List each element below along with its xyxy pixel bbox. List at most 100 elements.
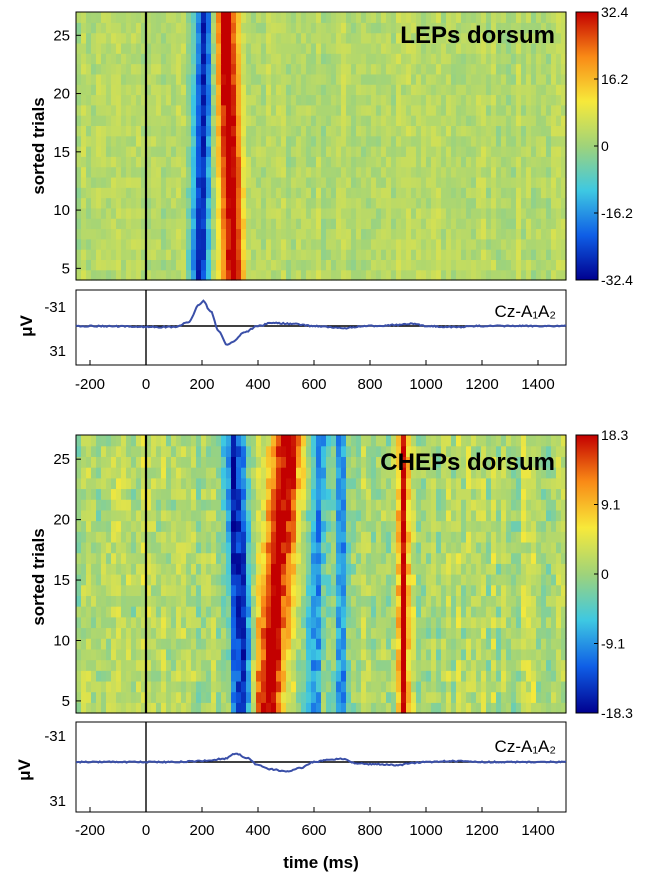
heatmap-cell: [286, 584, 292, 596]
heatmap-cell: [286, 606, 292, 618]
heatmap-cell: [361, 135, 367, 147]
heatmap-cell: [446, 22, 452, 34]
heatmap-cell: [461, 259, 467, 271]
heatmap-cell: [126, 156, 132, 168]
heatmap-cell: [231, 552, 237, 564]
heatmap-cell: [256, 477, 262, 490]
heatmap-cell: [346, 228, 352, 240]
heatmap-cell: [321, 659, 327, 671]
heatmap-cell: [491, 638, 497, 650]
heatmap-cell: [251, 541, 257, 554]
heatmap-cell: [196, 584, 202, 596]
heatmap-cell: [546, 616, 552, 629]
heatmap-cell: [116, 135, 122, 147]
heatmap-cell: [376, 259, 382, 271]
heatmap-cell: [111, 680, 117, 693]
heatmap-cell: [356, 12, 362, 23]
heatmap-cell: [96, 187, 102, 199]
heatmap-cell: [421, 269, 427, 281]
heatmap-cell: [221, 638, 227, 650]
heatmap-cell: [166, 552, 172, 564]
heatmap-cell: [281, 477, 287, 490]
heatmap-cell: [536, 187, 542, 199]
heatmap-cell: [561, 606, 567, 618]
heatmap-cell: [346, 22, 352, 34]
heatmap-cell: [546, 32, 552, 44]
heatmap-cell: [396, 187, 402, 199]
heatmap-cell: [506, 552, 512, 564]
heatmap-cell: [456, 520, 462, 532]
heatmap-cell: [486, 156, 492, 168]
heatmap-cell: [91, 638, 97, 650]
heatmap-cell: [541, 166, 547, 178]
heatmap-cell: [181, 135, 187, 147]
heatmap-cell: [371, 259, 377, 271]
heatmap-cell: [426, 125, 432, 137]
heatmap-cell: [476, 584, 482, 596]
heatmap-cell: [141, 670, 147, 682]
heatmap-cell: [441, 552, 447, 564]
heatmap-cell: [491, 104, 497, 116]
heatmap-cell: [336, 659, 342, 671]
heatmap-cell: [291, 499, 297, 511]
heatmap-cell: [186, 259, 192, 271]
heatmap-cell: [171, 648, 177, 661]
heatmap-cell: [491, 627, 497, 639]
heatmap-cell: [136, 563, 142, 575]
heatmap-cell: [501, 499, 507, 511]
heatmap-cell: [96, 520, 102, 532]
heatmap-cell: [311, 22, 317, 34]
heatmap-cell: [546, 63, 552, 75]
heatmap-cell: [181, 520, 187, 532]
heatmap-cell: [521, 531, 527, 543]
heatmap-cell: [251, 53, 257, 65]
heatmap-cell: [321, 12, 327, 23]
heatmap-cell: [246, 648, 252, 661]
heatmap-cell: [331, 166, 337, 178]
heatmap-cell: [386, 531, 392, 543]
heatmap-cell: [116, 584, 122, 596]
heatmap-cell: [486, 584, 492, 596]
heatmap-cell: [316, 520, 322, 532]
heatmap-cell: [211, 552, 217, 564]
heatmap-cell: [456, 509, 462, 522]
heatmap-cell: [176, 456, 182, 468]
heatmap-cell: [126, 627, 132, 639]
heatmap-cell: [191, 606, 197, 618]
heatmap-cell: [486, 499, 492, 511]
heatmap-cell: [136, 531, 142, 543]
heatmap-cell: [96, 53, 102, 65]
heatmap-cell: [391, 638, 397, 650]
heatmap-cell: [191, 197, 197, 209]
heatmap-cell: [181, 638, 187, 650]
heatmap-cell: [126, 691, 132, 703]
heatmap-cell: [401, 104, 407, 116]
heatmap-cell: [511, 595, 517, 607]
heatmap-cell: [501, 42, 507, 54]
heatmap-cell: [276, 197, 282, 209]
heatmap-cell: [246, 595, 252, 607]
heatmap-cell: [111, 456, 117, 468]
heatmap-cell: [436, 648, 442, 661]
heatmap-cell: [311, 32, 317, 44]
heatmap-cell: [361, 574, 367, 586]
heatmap-cell: [106, 595, 112, 607]
heatmap-cell: [241, 156, 247, 168]
heatmap-cell: [251, 627, 257, 639]
heatmap-cell: [176, 702, 182, 714]
heatmap-cell: [271, 456, 277, 468]
heatmap-cell: [541, 627, 547, 639]
heatmap-cell: [446, 42, 452, 54]
heatmap-cell: [96, 467, 102, 479]
heatmap-cell: [466, 176, 472, 188]
heatmap-cell: [271, 63, 277, 75]
heatmap-cell: [446, 574, 452, 586]
heatmap-cell: [161, 176, 167, 188]
heatmap-cell: [516, 627, 522, 639]
heatmap-cell: [431, 42, 437, 54]
heatmap-cell: [391, 218, 397, 230]
heatmap-cell: [536, 176, 542, 188]
heatmap-cell: [506, 218, 512, 230]
heatmap-cell: [521, 574, 527, 586]
heatmap-cell: [101, 238, 107, 250]
